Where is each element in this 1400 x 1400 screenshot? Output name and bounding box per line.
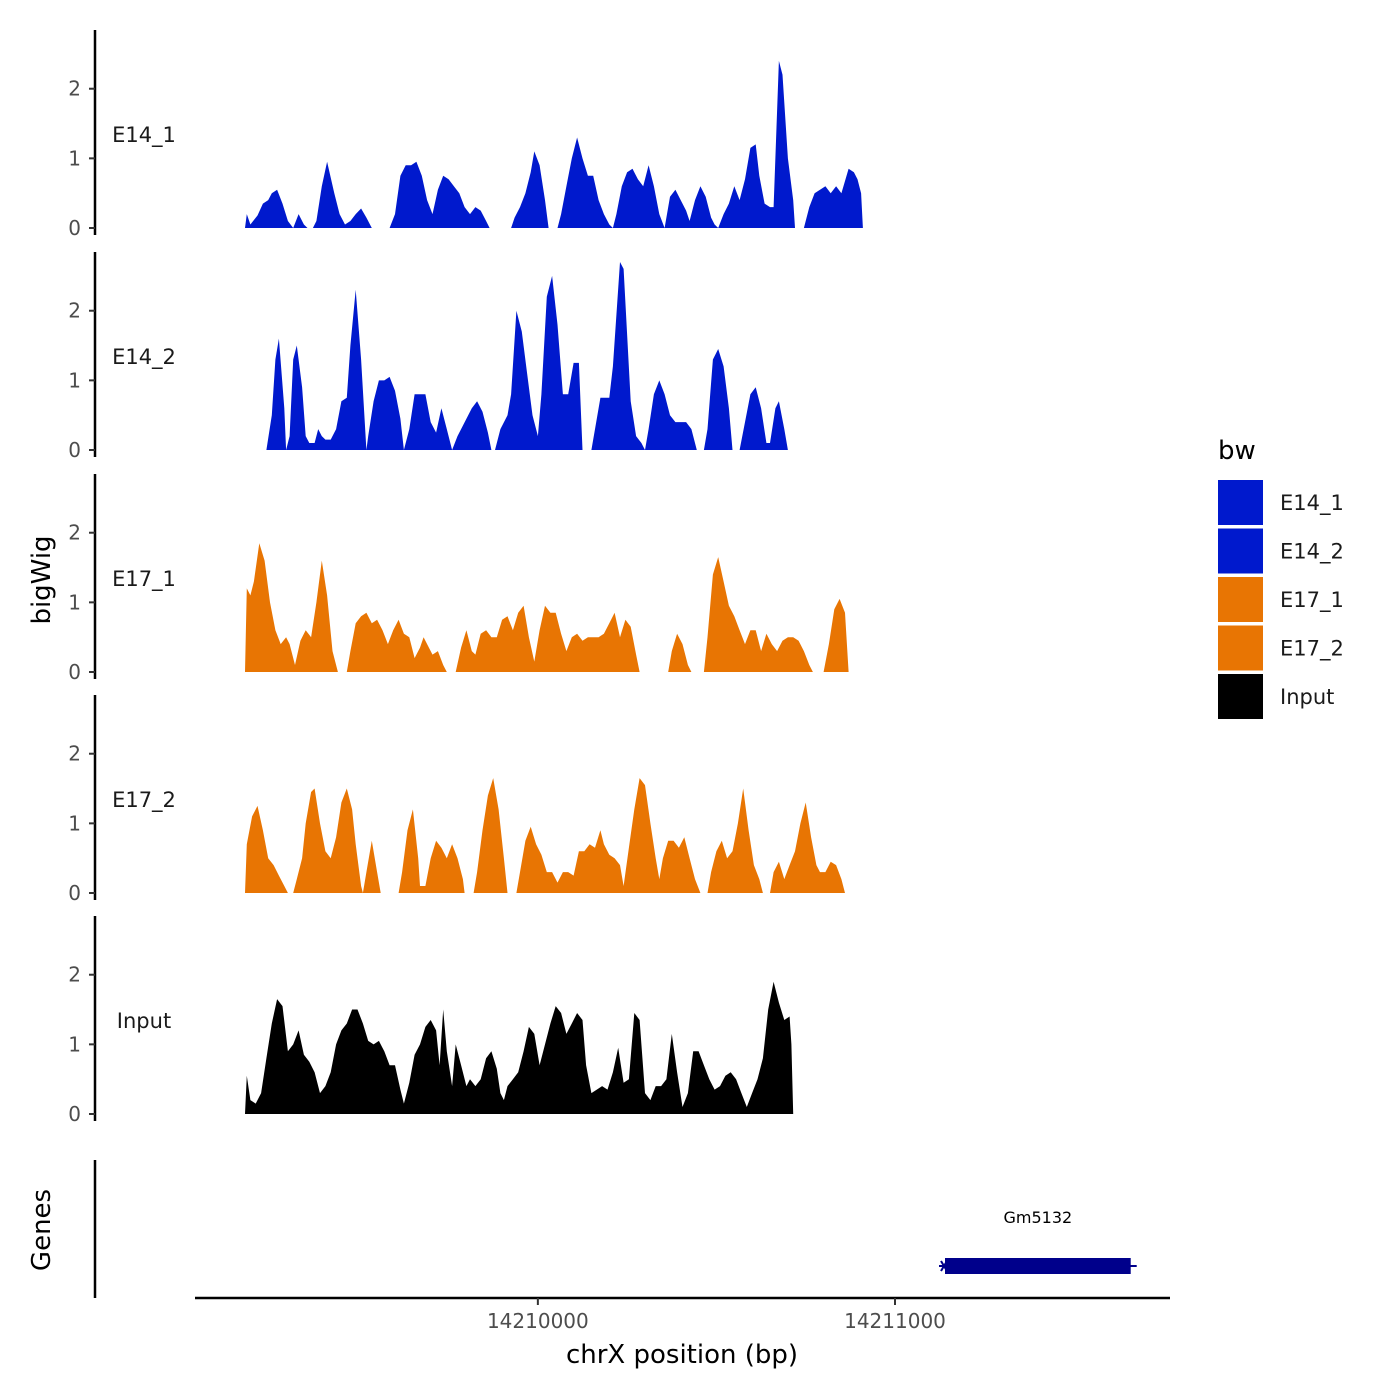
legend-entry-Input: Input bbox=[1218, 674, 1334, 719]
signal-area-E14_2 bbox=[266, 262, 788, 450]
y-tick-label: 0 bbox=[68, 216, 81, 240]
legend-entry-E14_1: E14_1 bbox=[1218, 480, 1344, 525]
legend-label: E17_1 bbox=[1280, 588, 1344, 613]
signal-area-E17_2 bbox=[245, 778, 845, 893]
track-label: Input bbox=[117, 1009, 171, 1033]
gene-strand-marker bbox=[940, 1260, 948, 1272]
track-label: E14_2 bbox=[112, 345, 176, 370]
y-tick-label: 1 bbox=[68, 1032, 81, 1056]
legend-entry-E14_2: E14_2 bbox=[1218, 528, 1344, 574]
gene-Gm5132: Gm5132 bbox=[939, 1208, 1137, 1274]
y-tick-label: 2 bbox=[68, 299, 81, 323]
gene-label: Gm5132 bbox=[1004, 1208, 1073, 1227]
signal-area-E17_1 bbox=[245, 543, 849, 672]
genes-axis-title: Genes bbox=[27, 1189, 57, 1271]
y-tick-label: 2 bbox=[68, 963, 81, 987]
legend-label: Input bbox=[1280, 685, 1334, 709]
legend-swatch bbox=[1218, 480, 1263, 525]
x-axis: 14210000 14211000 bbox=[195, 1296, 1170, 1333]
signal-area-Input bbox=[245, 981, 794, 1114]
y-tick-label: 2 bbox=[68, 77, 81, 101]
y-tick-label: 1 bbox=[68, 146, 81, 170]
bigwig-tracks: 0 1 2 E14_1 0 1 2 E14_2 0 1 2 E17_1 0 1 2 E17_2 0 1 2 Input bbox=[68, 30, 863, 1126]
legend-title: bw bbox=[1218, 436, 1256, 466]
track-label: E17_2 bbox=[112, 788, 176, 813]
legend-swatch bbox=[1218, 674, 1263, 719]
legend: bw E14_1 E14_2 E17_1 E17_2 Input bbox=[1218, 436, 1344, 719]
legend-swatch bbox=[1218, 625, 1263, 671]
y-axis-title: bigWig bbox=[27, 535, 57, 624]
y-tick-label: 2 bbox=[68, 742, 81, 766]
track-label: E14_1 bbox=[112, 123, 176, 148]
signal-area-E14_1 bbox=[245, 60, 863, 229]
y-tick-label: 1 bbox=[68, 811, 81, 835]
legend-swatch bbox=[1218, 528, 1263, 574]
legend-entry-E17_2: E17_2 bbox=[1218, 625, 1344, 671]
x-axis-title: chrX position (bp) bbox=[566, 1340, 798, 1370]
track-E17_1: 0 1 2 E17_1 bbox=[68, 474, 849, 684]
y-tick-label: 0 bbox=[68, 660, 81, 684]
track-E14_1: 0 1 2 E14_1 bbox=[68, 30, 863, 240]
y-tick-label: 0 bbox=[68, 881, 81, 905]
y-tick-label: 0 bbox=[68, 1102, 81, 1126]
legend-swatch bbox=[1218, 577, 1263, 622]
track-E17_2: 0 1 2 E17_2 bbox=[68, 695, 845, 905]
track-label: E17_1 bbox=[112, 567, 176, 592]
legend-label: E17_2 bbox=[1280, 637, 1344, 662]
y-tick-label: 0 bbox=[68, 438, 81, 462]
y-tick-label: 1 bbox=[68, 590, 81, 614]
y-tick-label: 1 bbox=[68, 368, 81, 392]
track-Input: 0 1 2 Input bbox=[68, 916, 794, 1126]
track-E14_2: 0 1 2 E14_2 bbox=[68, 252, 788, 462]
y-tick-label: 2 bbox=[68, 521, 81, 545]
x-tick-label: 14210000 bbox=[487, 1309, 589, 1333]
legend-entry-E17_1: E17_1 bbox=[1218, 577, 1344, 622]
gene-panel: Gm5132 bbox=[93, 1160, 1137, 1298]
legend-label: E14_2 bbox=[1280, 540, 1344, 565]
legend-label: E14_1 bbox=[1280, 491, 1344, 516]
x-tick-label: 14211000 bbox=[844, 1309, 946, 1333]
